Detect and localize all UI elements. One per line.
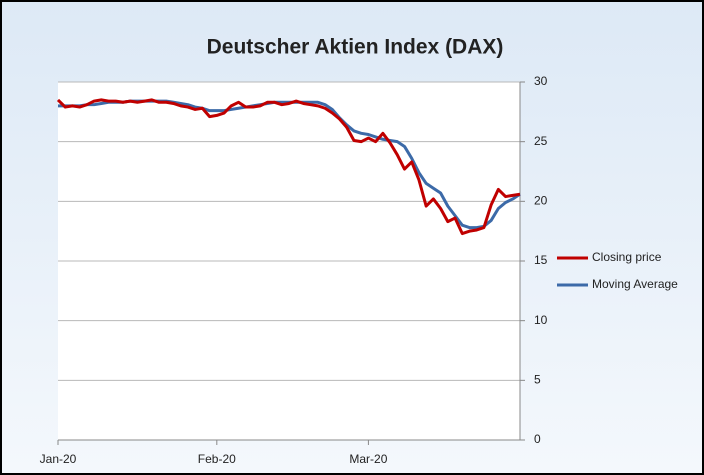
x-tick-label: Feb-20 [198,452,236,466]
y-tick-label: 30 [534,74,548,88]
x-tick-label: Mar-20 [349,452,387,466]
y-tick-label: 0 [534,432,541,446]
y-tick-label: 15 [534,253,548,267]
series-line [56,98,521,236]
legend-label: Moving Average [592,277,678,291]
y-tick-label: 20 [534,194,548,208]
y-tick-label: 25 [534,134,548,148]
chart-title: Deutscher Aktien Index (DAX) [207,36,504,59]
x-tick-label: Jan-20 [40,452,77,466]
y-tick-label: 5 [534,373,541,387]
legend-label: Closing price [592,250,662,264]
y-tick-label: 10 [534,313,548,327]
